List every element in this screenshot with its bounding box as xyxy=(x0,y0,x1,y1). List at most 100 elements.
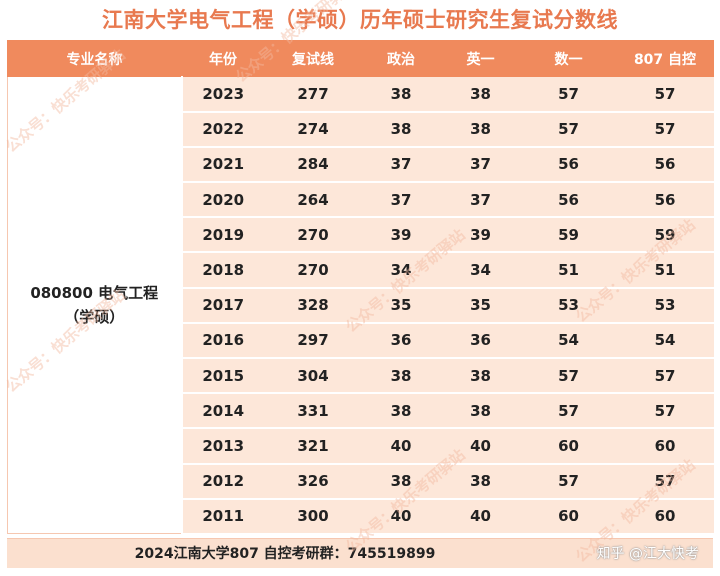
cell-english: 40 xyxy=(440,428,521,465)
cell-english: 36 xyxy=(440,322,521,360)
cell-math: 59 xyxy=(520,217,617,254)
header-807: 807 自控 xyxy=(616,40,714,77)
cell-cutoff: 304 xyxy=(264,358,362,395)
cell-course-807: 60 xyxy=(616,428,714,465)
cell-math: 60 xyxy=(520,498,617,535)
cell-english: 38 xyxy=(440,393,521,430)
header-politics: 政治 xyxy=(361,40,441,77)
header-math: 数一 xyxy=(520,40,617,77)
cell-course-807: 53 xyxy=(616,287,714,324)
cell-course-807: 51 xyxy=(616,252,714,289)
cell-cutoff: 277 xyxy=(264,76,362,113)
cell-cutoff: 270 xyxy=(264,217,362,254)
cell-politics: 38 xyxy=(361,463,441,500)
table-row: 2016 297 36 36 54 54 xyxy=(8,322,714,360)
cell-politics: 38 xyxy=(361,393,441,430)
cell-year: 2023 xyxy=(181,76,265,113)
cell-math: 60 xyxy=(520,428,617,465)
cell-politics: 40 xyxy=(361,428,441,465)
cell-cutoff: 297 xyxy=(264,322,362,360)
score-table: 专业名称 年份 复试线 政治 英一 数一 807 自控 080800 电气工程 （… xyxy=(7,40,714,535)
table-row: 2017 328 35 35 53 53 xyxy=(8,287,714,324)
cell-course-807: 57 xyxy=(616,111,714,148)
cell-course-807: 57 xyxy=(616,463,714,500)
cell-politics: 35 xyxy=(361,287,441,324)
cell-politics: 37 xyxy=(361,182,441,219)
table-row: 2019 270 39 39 59 59 xyxy=(8,217,714,254)
cell-year: 2014 xyxy=(181,393,265,430)
table-header-row: 专业名称 年份 复试线 政治 英一 数一 807 自控 xyxy=(7,40,714,77)
table-row: 2021 284 37 37 56 56 xyxy=(8,146,714,184)
table-row: 2011 300 40 40 60 60 xyxy=(8,498,714,535)
cell-politics: 34 xyxy=(361,252,441,289)
cell-english: 38 xyxy=(440,463,521,500)
footer-group-info: 2024江南大学807 自控考研群：745519899 xyxy=(134,546,436,562)
cell-year: 2016 xyxy=(181,322,265,360)
cell-year: 2019 xyxy=(181,217,265,254)
cell-course-807: 56 xyxy=(616,182,714,219)
zhihu-credit: 知乎 @江大快考 xyxy=(596,546,699,562)
cell-course-807: 60 xyxy=(616,498,714,535)
cell-year: 2015 xyxy=(181,358,265,395)
cell-english: 39 xyxy=(440,217,521,254)
table-row: 2020 264 37 37 56 56 xyxy=(8,182,714,219)
cell-english: 38 xyxy=(440,358,521,395)
header-cutoff: 复试线 xyxy=(264,40,362,77)
cell-english: 37 xyxy=(440,182,521,219)
cell-english: 38 xyxy=(440,111,521,148)
cell-politics: 37 xyxy=(361,146,441,184)
cell-year: 2017 xyxy=(181,287,265,324)
cell-english: 34 xyxy=(440,252,521,289)
cell-cutoff: 264 xyxy=(264,182,362,219)
cell-year: 2021 xyxy=(181,146,265,184)
table-row: 2012 326 38 38 57 57 xyxy=(8,463,714,500)
cell-year: 2018 xyxy=(181,252,265,289)
cell-math: 57 xyxy=(520,76,617,113)
cell-math: 57 xyxy=(520,111,617,148)
cell-course-807: 56 xyxy=(616,146,714,184)
cell-english: 35 xyxy=(440,287,521,324)
table-row: 2013 321 40 40 60 60 xyxy=(8,428,714,465)
cell-math: 57 xyxy=(520,463,617,500)
cell-english: 40 xyxy=(440,498,521,535)
cell-year: 2012 xyxy=(181,463,265,500)
table-row: 2022 274 38 38 57 57 xyxy=(8,111,714,148)
table-row: 2018 270 34 34 51 51 xyxy=(8,252,714,289)
cell-english: 37 xyxy=(440,146,521,184)
cell-politics: 36 xyxy=(361,322,441,360)
header-english: 英一 xyxy=(440,40,521,77)
cell-course-807: 57 xyxy=(616,76,714,113)
cell-cutoff: 321 xyxy=(264,428,362,465)
cell-math: 57 xyxy=(520,393,617,430)
cell-politics: 38 xyxy=(361,111,441,148)
table-row: 2014 331 38 38 57 57 xyxy=(8,393,714,430)
cell-cutoff: 274 xyxy=(264,111,362,148)
header-year: 年份 xyxy=(181,40,265,77)
table-row: 080800 电气工程 （学硕） 2023 277 38 38 57 57 xyxy=(7,75,714,535)
cell-cutoff: 270 xyxy=(264,252,362,289)
cell-politics: 38 xyxy=(361,76,441,113)
cell-cutoff: 331 xyxy=(264,393,362,430)
major-type: （学硕） xyxy=(64,308,125,327)
cell-politics: 39 xyxy=(361,217,441,254)
cell-cutoff: 300 xyxy=(264,498,362,535)
cell-politics: 40 xyxy=(361,498,441,535)
cell-year: 2011 xyxy=(181,498,265,535)
cell-course-807: 54 xyxy=(616,322,714,360)
cell-math: 57 xyxy=(520,358,617,395)
cell-math: 56 xyxy=(520,182,617,219)
footer-bar: 2024江南大学807 自控考研群：745519899 知乎 @江大快考 xyxy=(7,538,713,568)
cell-math: 53 xyxy=(520,287,617,324)
cell-year: 2022 xyxy=(181,111,265,148)
cell-year: 2013 xyxy=(181,428,265,465)
cell-cutoff: 284 xyxy=(264,146,362,184)
major-code-name: 080800 电气工程 xyxy=(30,284,159,303)
cell-math: 56 xyxy=(520,146,617,184)
page-title: 江南大学电气工程（学硕）历年硕士研究生复试分数线 xyxy=(102,8,618,32)
cell-english: 38 xyxy=(440,76,521,113)
header-major: 专业名称 xyxy=(7,40,182,77)
major-name-cell: 080800 电气工程 （学硕） xyxy=(7,75,183,535)
cell-course-807: 59 xyxy=(616,217,714,254)
cell-cutoff: 328 xyxy=(264,287,362,324)
cell-math: 54 xyxy=(520,322,617,360)
